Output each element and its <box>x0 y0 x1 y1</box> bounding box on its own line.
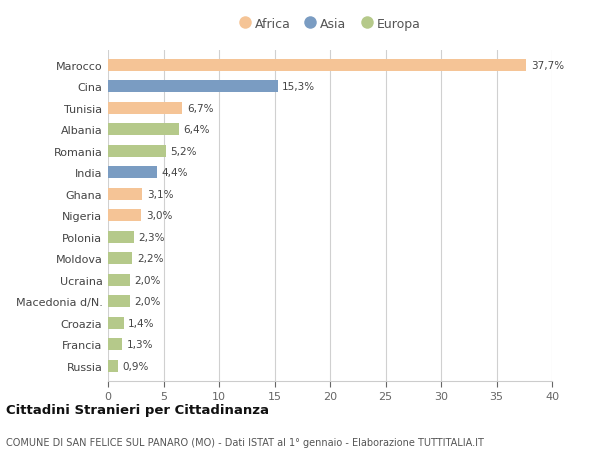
Bar <box>108 339 122 350</box>
Bar <box>108 146 166 157</box>
Text: Cittadini Stranieri per Cittadinanza: Cittadini Stranieri per Cittadinanza <box>6 403 269 416</box>
Text: 2,0%: 2,0% <box>134 297 161 307</box>
Text: 2,2%: 2,2% <box>137 254 163 263</box>
Text: 3,0%: 3,0% <box>146 211 172 221</box>
Text: 6,7%: 6,7% <box>187 103 214 113</box>
Bar <box>108 81 278 93</box>
Text: 15,3%: 15,3% <box>282 82 316 92</box>
Bar <box>108 231 134 243</box>
Legend: Africa, Asia, Europa: Africa, Asia, Europa <box>236 14 424 34</box>
Text: 3,1%: 3,1% <box>147 189 173 199</box>
Text: 6,4%: 6,4% <box>184 125 210 135</box>
Text: 4,4%: 4,4% <box>161 168 188 178</box>
Bar <box>108 188 142 200</box>
Bar <box>108 102 182 114</box>
Text: 37,7%: 37,7% <box>531 61 564 71</box>
Bar <box>108 317 124 329</box>
Text: 2,0%: 2,0% <box>134 275 161 285</box>
Text: 1,4%: 1,4% <box>128 318 154 328</box>
Bar <box>108 210 142 222</box>
Bar <box>108 360 118 372</box>
Text: 0,9%: 0,9% <box>122 361 149 371</box>
Bar <box>108 274 130 286</box>
Bar <box>108 60 526 72</box>
Text: 5,2%: 5,2% <box>170 146 197 157</box>
Text: COMUNE DI SAN FELICE SUL PANARO (MO) - Dati ISTAT al 1° gennaio - Elaborazione T: COMUNE DI SAN FELICE SUL PANARO (MO) - D… <box>6 437 484 447</box>
Bar <box>108 167 157 179</box>
Bar <box>108 253 133 264</box>
Bar <box>108 296 130 308</box>
Bar <box>108 124 179 136</box>
Text: 2,3%: 2,3% <box>138 232 164 242</box>
Text: 1,3%: 1,3% <box>127 340 154 349</box>
